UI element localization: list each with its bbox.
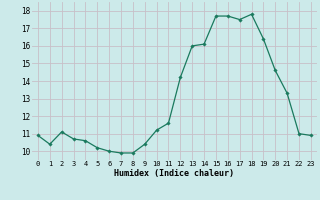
X-axis label: Humidex (Indice chaleur): Humidex (Indice chaleur) xyxy=(115,169,234,178)
